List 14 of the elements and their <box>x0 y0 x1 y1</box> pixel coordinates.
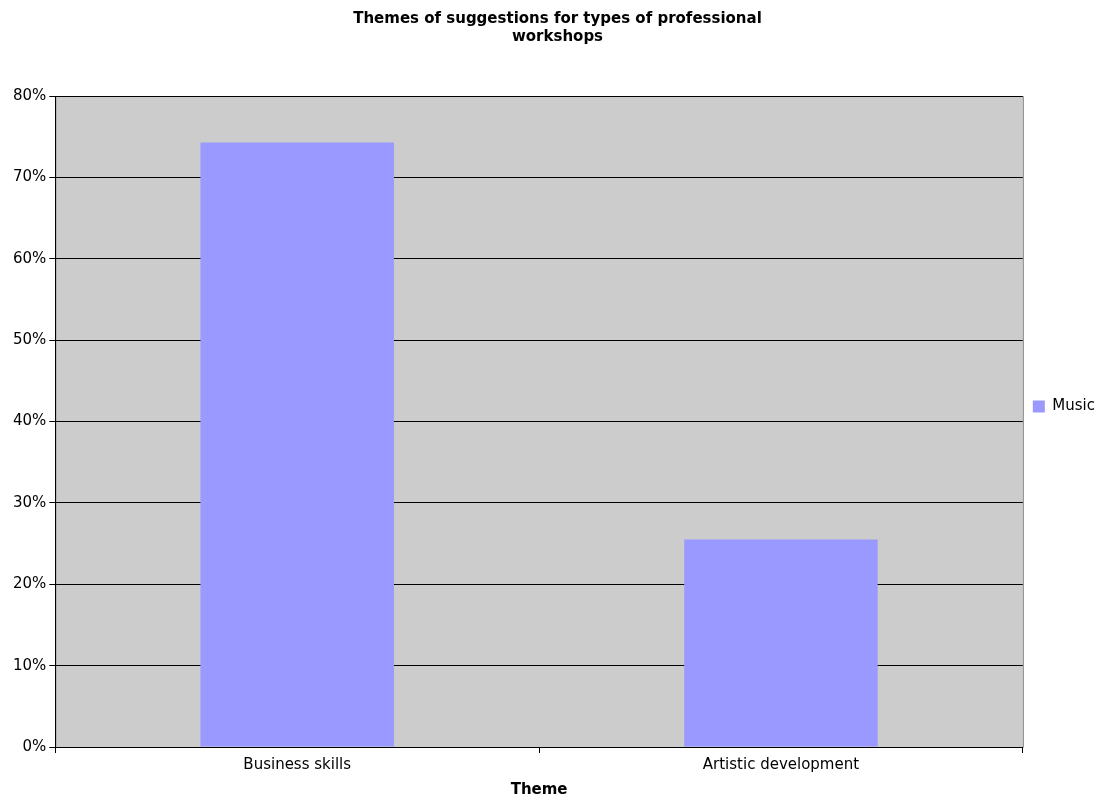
y-tick-label: 0% <box>22 736 47 755</box>
y-tick-label: 80% <box>13 85 47 104</box>
y-tick-label: 60% <box>13 248 47 267</box>
y-tick-label: 40% <box>13 411 47 430</box>
y-tick-label: 10% <box>13 655 47 674</box>
y-tick-label: 20% <box>13 574 47 593</box>
x-tick-label: Business skills <box>243 754 352 773</box>
x-axis-title: Theme <box>510 779 568 798</box>
legend-label: Music <box>1052 396 1096 415</box>
y-tick-label: 30% <box>13 492 47 511</box>
y-tick-label: 70% <box>13 167 47 186</box>
chart-title: Themes of suggestions for types of professional workshops <box>353 8 762 45</box>
y-tick-label: 50% <box>13 330 47 349</box>
x-tick-label: Artistic development <box>702 754 860 773</box>
